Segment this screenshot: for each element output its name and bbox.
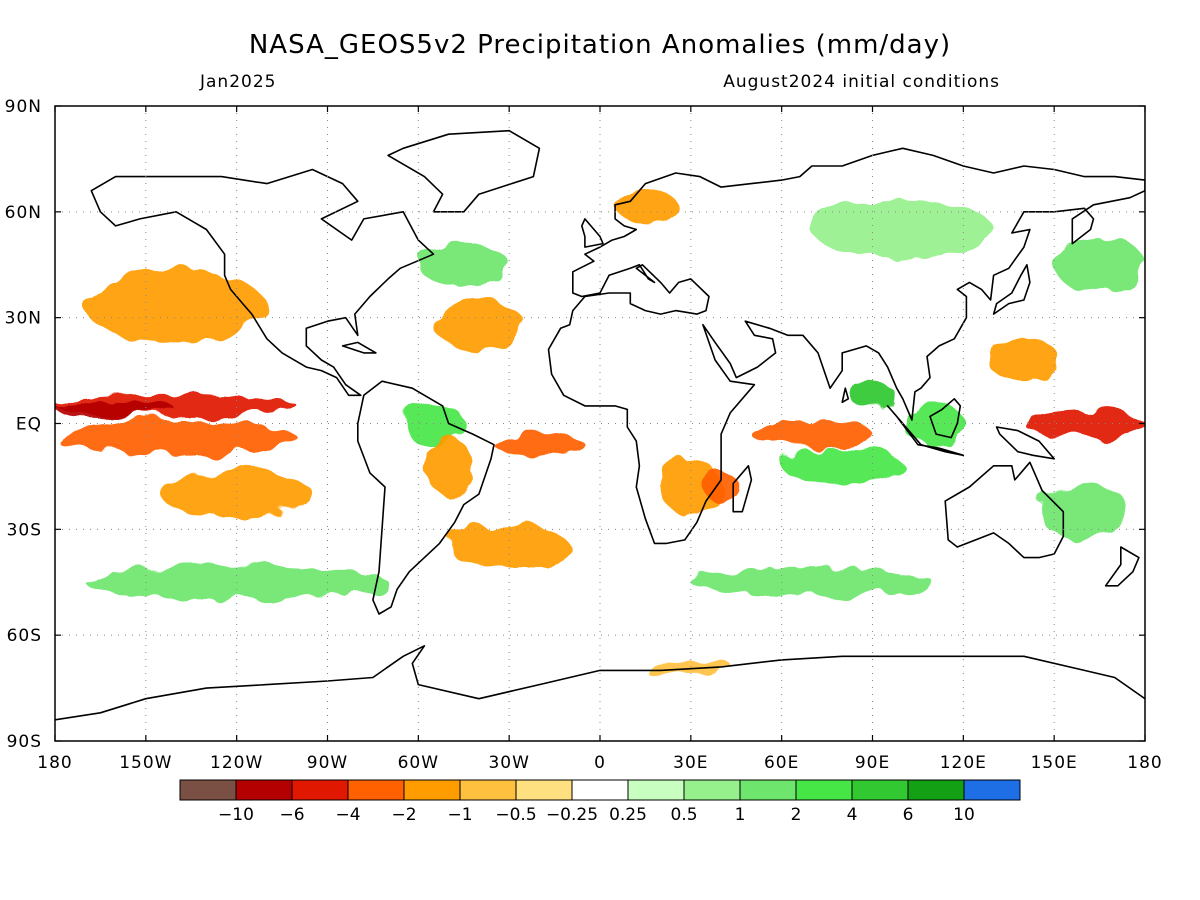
anomaly-brazil-dry	[424, 437, 473, 495]
anomaly-equatorial-pacific-dry-core	[55, 402, 177, 417]
coastline-africa-eurasia	[547, 147, 1145, 545]
lon-tick-label: 180	[37, 753, 72, 773]
anomaly-indian-ocean-dry	[751, 419, 873, 449]
colorbar-label: 0.25	[609, 805, 647, 825]
coastline-britain	[580, 218, 604, 248]
coastline-borneo	[929, 397, 962, 439]
lon-tick-label: 90W	[307, 753, 348, 773]
colorbar-swatch	[515, 779, 573, 801]
colorbar-swatch	[571, 779, 629, 801]
colorbar: −10 −6 −4 −2 −1 −0.5 −0.25 0.25 0.5 1 2 4 6 10	[179, 779, 1021, 825]
coastline-south-america	[356, 380, 495, 615]
colorbar-label: −6	[279, 805, 304, 825]
lat-tick-label: 30N	[5, 309, 42, 329]
colorbar-swatch	[235, 779, 293, 801]
coastline-japan	[992, 263, 1031, 315]
map-title: NASA_GEOS5v2 Precipitation Anomalies (mm…	[249, 30, 951, 60]
axis-ticks: 180 150W 120W 90W 60W 30W 0 30E 60E 90E 120E 150E 18…	[5, 97, 1162, 773]
lon-tick-label: 0	[594, 753, 606, 773]
lat-tick-label: 90N	[5, 97, 42, 117]
colorbar-swatch	[963, 779, 1021, 801]
lon-tick-label: 60E	[764, 753, 799, 773]
lon-tick-label: 150E	[1031, 753, 1078, 773]
anomaly-bay-of-bengal-wet	[848, 384, 897, 406]
anomaly-siberia-wet	[811, 201, 994, 258]
coastline-new-zealand	[1104, 546, 1140, 587]
colorbar-label: −0.5	[495, 805, 536, 825]
anomaly-north-atlantic-wet	[418, 243, 510, 286]
lon-tick-label: 30E	[673, 753, 708, 773]
lat-tick-label: 60S	[7, 626, 42, 646]
coastlines	[55, 129, 1145, 721]
initial-conditions: August2024 initial conditions	[723, 72, 1000, 92]
anomaly-south-atlantic-dry	[448, 525, 570, 569]
lat-tick-label: 90S	[7, 732, 42, 752]
plot-area	[55, 106, 1145, 741]
colorbar-swatch	[627, 779, 685, 801]
colorbar-swatch	[683, 779, 741, 801]
colorbar-swatch	[179, 779, 237, 801]
colorbar-swatch	[851, 779, 909, 801]
colorbar-label: 10	[953, 805, 975, 825]
colorbar-label: 6	[903, 805, 914, 825]
colorbar-label: −2	[391, 805, 416, 825]
colorbar-swatch	[291, 779, 349, 801]
colorbar-swatch	[403, 779, 461, 801]
colorbar-label: 0.5	[670, 805, 697, 825]
coastline-cuba	[341, 341, 377, 354]
colorbar-label: 2	[791, 805, 802, 825]
lon-tick-label: 30W	[488, 753, 529, 773]
colorbar-label: 4	[847, 805, 858, 825]
colorbar-swatch	[347, 779, 405, 801]
coastline-greenland	[387, 129, 541, 213]
anomaly-north-pacific-wet	[1054, 236, 1145, 293]
lon-tick-label: 120E	[940, 753, 987, 773]
colorbar-label: −1	[447, 805, 472, 825]
colorbar-label: −10	[218, 805, 254, 825]
lat-tick-label: 30S	[7, 520, 42, 540]
anomaly-north-atlantic-dry	[433, 300, 525, 350]
anomaly-atlantic-itcz-dry	[494, 434, 585, 456]
colorbar-swatch	[459, 779, 517, 801]
coastline-north-america	[90, 168, 435, 397]
coastline-indonesia	[886, 405, 965, 457]
lon-tick-label: 150W	[119, 753, 172, 773]
anomaly-philippine-sea-dry	[987, 338, 1061, 382]
lon-tick-label: 90E	[855, 753, 890, 773]
anomaly-equatorial-pacific-south-dry	[55, 419, 298, 456]
colorbar-label: −4	[335, 805, 360, 825]
coastline-australia	[944, 461, 1065, 559]
colorbar-swatch	[739, 779, 797, 801]
lon-tick-label: 180	[1127, 753, 1162, 773]
lon-tick-label: 60W	[398, 753, 439, 773]
coastline-sri-lanka	[841, 387, 850, 404]
coastline-antarctica	[55, 644, 1145, 721]
graticule	[55, 106, 1145, 741]
colorbar-swatch	[907, 779, 965, 801]
lat-tick-label: 60N	[5, 203, 42, 223]
forecast-month: Jan2025	[199, 72, 276, 92]
anomaly-south-pacific-dry	[160, 469, 313, 519]
anomaly-north-pacific-dry	[85, 271, 267, 343]
colorbar-swatch	[795, 779, 853, 801]
colorbar-label: 1	[735, 805, 746, 825]
anomaly-mozambique-dry	[702, 472, 740, 502]
anomaly-australia-wet	[1039, 483, 1130, 540]
anomaly-europe-dry	[615, 187, 676, 223]
coastline-madagascar	[732, 464, 753, 513]
anomaly-southern-ocean-indian-wet	[690, 568, 934, 597]
lat-tick-label: EQ	[16, 415, 42, 435]
lon-tick-label: 120W	[210, 753, 263, 773]
colorbar-label: −0.25	[546, 805, 598, 825]
coastline-new-guinea	[995, 426, 1055, 460]
anomaly-indian-ocean-wet	[781, 448, 903, 484]
